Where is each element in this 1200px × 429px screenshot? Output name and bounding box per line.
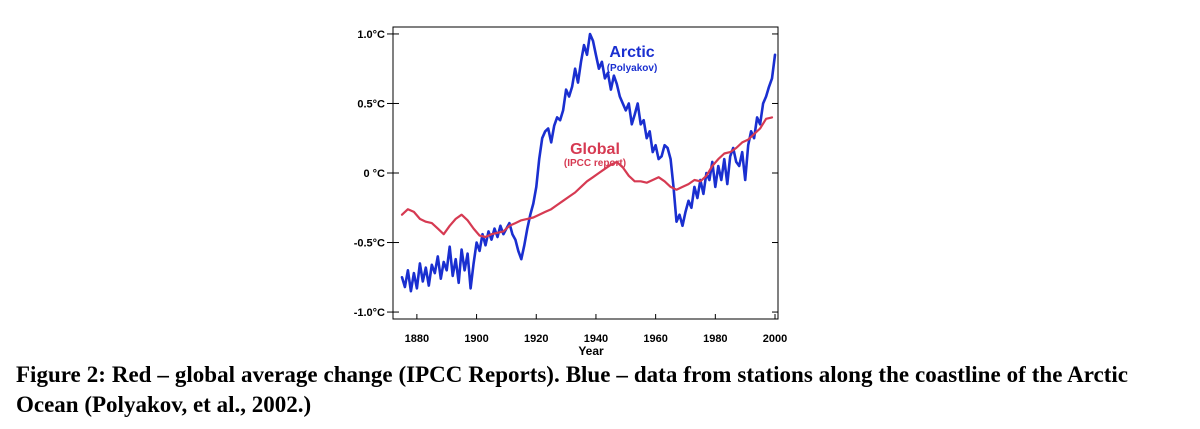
x-tick-label: 1980 <box>703 333 727 345</box>
chart: 1.0°C0.5°C0 °C-0.5°C-1.0°C 1880 1900 1920 1… <box>354 26 787 358</box>
series-lines <box>400 32 777 293</box>
series-line-global <box>400 116 774 239</box>
x-axis: 1880 1900 1920 1940 1960 1980 2000 <box>405 314 787 345</box>
x-tick-label: 1880 <box>405 333 429 345</box>
y-tick-label: -0.5°C <box>354 238 385 250</box>
x-axis-label: Year <box>578 344 604 358</box>
y-axis: 1.0°C 0.5°C 0 °C -0.5°C -1.0°C <box>354 29 778 319</box>
y-tick-label: -1.0°C <box>354 307 385 319</box>
series-sublabel-arctic: (Polyakov) <box>607 63 658 74</box>
figure-caption: Figure 2: Red – global average change (I… <box>16 362 1128 417</box>
series-label-global: Global <box>570 141 620 158</box>
series-sublabel-global: (IPCC report) <box>564 158 626 169</box>
x-tick-label: 1900 <box>464 333 488 345</box>
series-label-arctic: Arctic <box>609 44 654 61</box>
y-tick-label: 1.0°C <box>357 29 385 41</box>
y-tick-label: 0 °C <box>363 168 385 180</box>
x-tick-label: 1960 <box>643 333 667 345</box>
x-tick-label: 1940 <box>584 333 608 345</box>
x-tick-label: 2000 <box>763 333 787 345</box>
x-tick-label: 1920 <box>524 333 548 345</box>
y-tick-label: 0.5°C <box>357 98 385 110</box>
